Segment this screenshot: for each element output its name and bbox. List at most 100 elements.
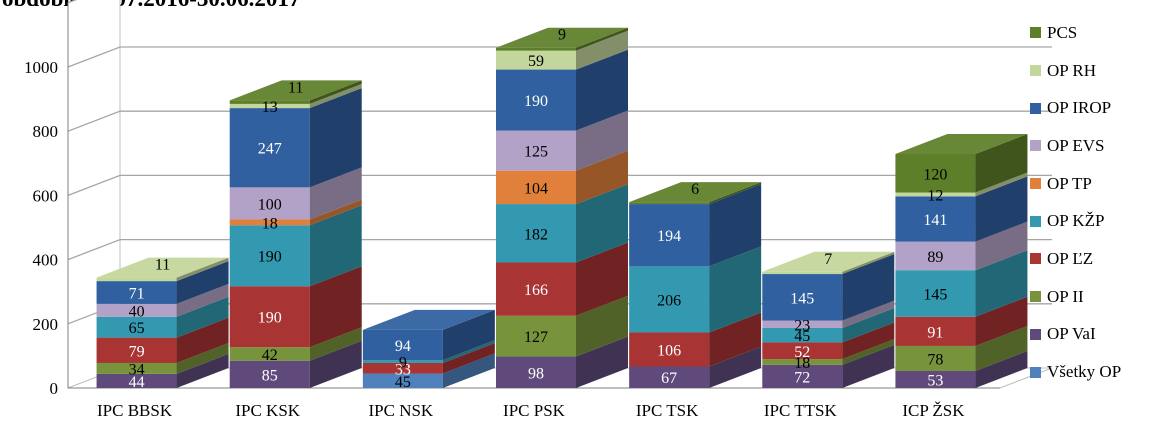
y-tick-label: 200: [33, 315, 59, 334]
bar-segment: [496, 49, 628, 131]
data-label: 182: [524, 226, 548, 243]
bar-segment: [362, 340, 495, 363]
bar-segment: [895, 172, 1028, 197]
legend-swatch: [1030, 253, 1041, 265]
bar-segment: [762, 300, 895, 328]
bar-segment: [496, 110, 628, 171]
y-tick-label: 800: [33, 122, 59, 141]
bar-segment: [362, 353, 495, 388]
data-label: 190: [258, 249, 282, 266]
data-label: 9: [399, 355, 407, 372]
bar-segment: [895, 325, 1028, 371]
bar-segment: [895, 250, 1028, 317]
legend-item: OP IROP: [1030, 89, 1121, 127]
bar-segment: [229, 340, 362, 388]
bar-stack: 53 78 91 145 89 141 12 120: [895, 133, 1028, 389]
legend-item: Všetky OP: [1030, 353, 1121, 391]
bar-segment: [629, 312, 762, 367]
bar-segment: [362, 342, 495, 374]
data-label: 206: [657, 292, 681, 309]
bar-stack: 67 106 206 194 6: [629, 181, 762, 388]
bar-segment: [895, 296, 1028, 346]
bar-segment: [229, 167, 362, 220]
legend-label: OP ĽZ: [1047, 248, 1094, 268]
bar-segment: [496, 295, 628, 357]
data-label: 34: [129, 361, 145, 378]
legend-label: OP KŽP: [1047, 211, 1105, 231]
data-label: 141: [923, 212, 947, 229]
data-label: 94: [395, 338, 411, 355]
data-label: 72: [794, 369, 810, 386]
data-label: 6: [691, 181, 699, 198]
data-label: 89: [927, 249, 943, 266]
data-label: 125: [524, 144, 548, 161]
legend-label: OP II: [1047, 286, 1084, 306]
data-label: 9: [558, 27, 566, 44]
bar-segment: [762, 339, 895, 365]
data-label: 44: [129, 374, 145, 391]
data-label: 91: [927, 324, 943, 341]
x-category-label: IPC NSK: [368, 401, 433, 420]
data-label: 145: [923, 286, 947, 303]
gridline: [67, 46, 1052, 68]
bar-segment: [229, 83, 362, 109]
y-tick-label: 0: [50, 379, 59, 398]
bar-segment: [762, 322, 895, 360]
data-label: 100: [258, 196, 282, 213]
bar-stack: 98 127 166 182 104 125 190 59 9: [496, 27, 628, 388]
legend-swatch: [1030, 65, 1041, 77]
data-label: 33: [395, 361, 411, 378]
data-label: 166: [524, 282, 548, 299]
legend-swatch: [1030, 366, 1041, 378]
bar-segment: [496, 242, 628, 316]
data-label: 18: [262, 215, 278, 232]
legend-label: PCS: [1047, 22, 1078, 42]
bar-segment: [895, 221, 1028, 271]
legend-item: OP KŽP: [1030, 202, 1121, 240]
data-label: 106: [657, 342, 681, 359]
data-label: 127: [524, 329, 548, 346]
data-label: 85: [262, 367, 278, 384]
data-label: 18: [794, 355, 810, 372]
bar-segment: [496, 150, 628, 205]
bar-segment: [762, 307, 895, 343]
legend-swatch: [1030, 328, 1041, 340]
y-tick-label: 1000: [24, 58, 58, 77]
bar-segment: [629, 184, 762, 267]
bar-segment: [96, 257, 229, 282]
bar-segment: [96, 342, 229, 374]
y-axis-ticks: 0 200 400 600 800 1000: [24, 58, 58, 398]
data-label: 145: [790, 290, 814, 307]
data-label: 40: [129, 303, 145, 320]
data-label: 11: [155, 257, 170, 274]
legend-swatch: [1030, 27, 1041, 39]
bar-segment: [762, 254, 895, 321]
bar-segment: [496, 27, 628, 51]
legend-item: OP ĽZ: [1030, 240, 1121, 278]
y-tick-label: 400: [33, 251, 59, 270]
data-label: 120: [923, 166, 947, 183]
bar-segment: [229, 80, 362, 104]
data-label: 79: [129, 343, 145, 360]
data-label: 59: [528, 53, 544, 70]
bar-segment: [229, 205, 362, 287]
legend-swatch: [1030, 291, 1041, 303]
data-label: 98: [528, 365, 544, 382]
bar-segment: [895, 350, 1028, 388]
data-label: 247: [258, 141, 282, 158]
bar-segment: [229, 199, 362, 226]
data-label: 11: [288, 79, 303, 96]
bar-segment: [629, 246, 762, 333]
bar-segment: [229, 327, 362, 361]
bar-segment: [229, 266, 362, 348]
data-label: 45: [794, 328, 810, 345]
legend-label: OP IROP: [1047, 98, 1112, 118]
data-label: 53: [927, 372, 943, 389]
data-label: 65: [129, 320, 145, 337]
x-category-label: IPC KSK: [235, 401, 300, 420]
data-label: 67: [661, 370, 677, 387]
